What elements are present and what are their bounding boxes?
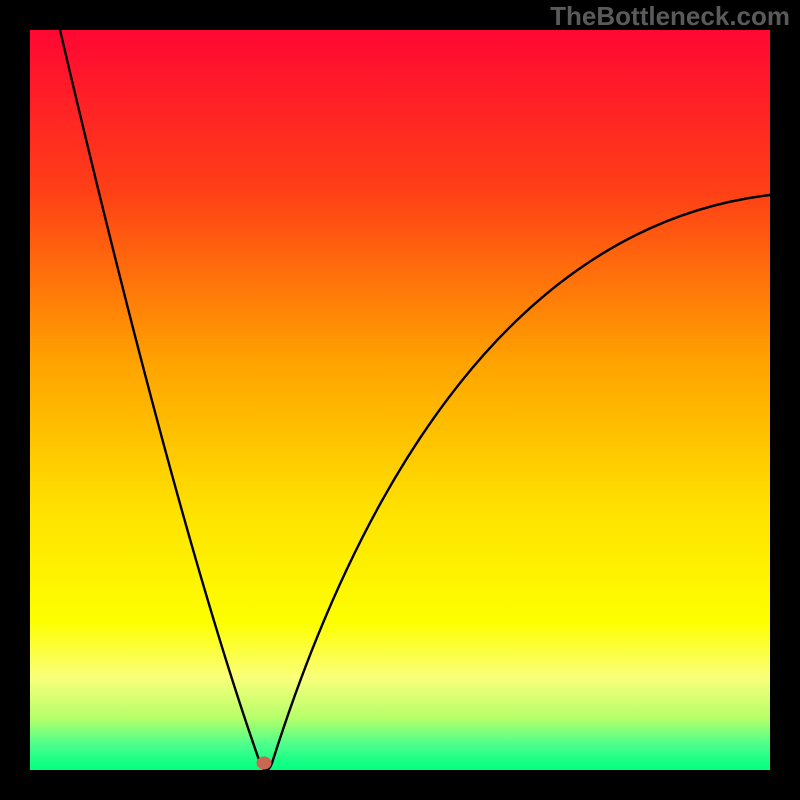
plot-background <box>30 30 770 770</box>
watermark-text: TheBottleneck.com <box>550 1 790 31</box>
optimum-marker <box>257 757 272 770</box>
